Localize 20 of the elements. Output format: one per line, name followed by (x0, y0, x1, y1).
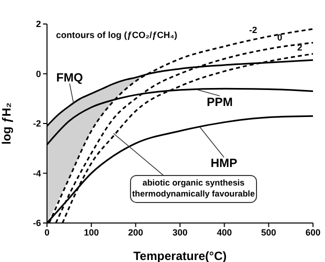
y-tick-label: -2 (32, 118, 41, 129)
annotation: abiotic organic synthesis thermodynamically favourable (132, 177, 256, 198)
x-tick-label: 100 (84, 227, 99, 238)
x-tick-label: 600 (305, 227, 321, 238)
x-tick-label: 200 (128, 227, 144, 238)
y-tick-label: -4 (32, 168, 41, 178)
annotation: -2 (249, 24, 258, 35)
y-tick-label: 2 (36, 19, 41, 30)
annotation: contours of log (ƒCO₂/ƒCH₄) (56, 30, 178, 40)
annotation: PPM (206, 94, 233, 109)
annotation: 0 (277, 32, 282, 42)
annotation: HMP (210, 156, 238, 170)
x-tick-label: 300 (172, 227, 188, 238)
x-tick-label: 0 (44, 227, 50, 238)
y-tick-label: -6 (32, 218, 41, 228)
y-axis-title: log ƒH₂ (0, 102, 14, 144)
annotation: FMQ (56, 70, 83, 85)
x-tick-label: 400 (216, 227, 232, 238)
y-tick-label: 0 (36, 68, 41, 79)
x-tick-label: 500 (261, 227, 276, 238)
